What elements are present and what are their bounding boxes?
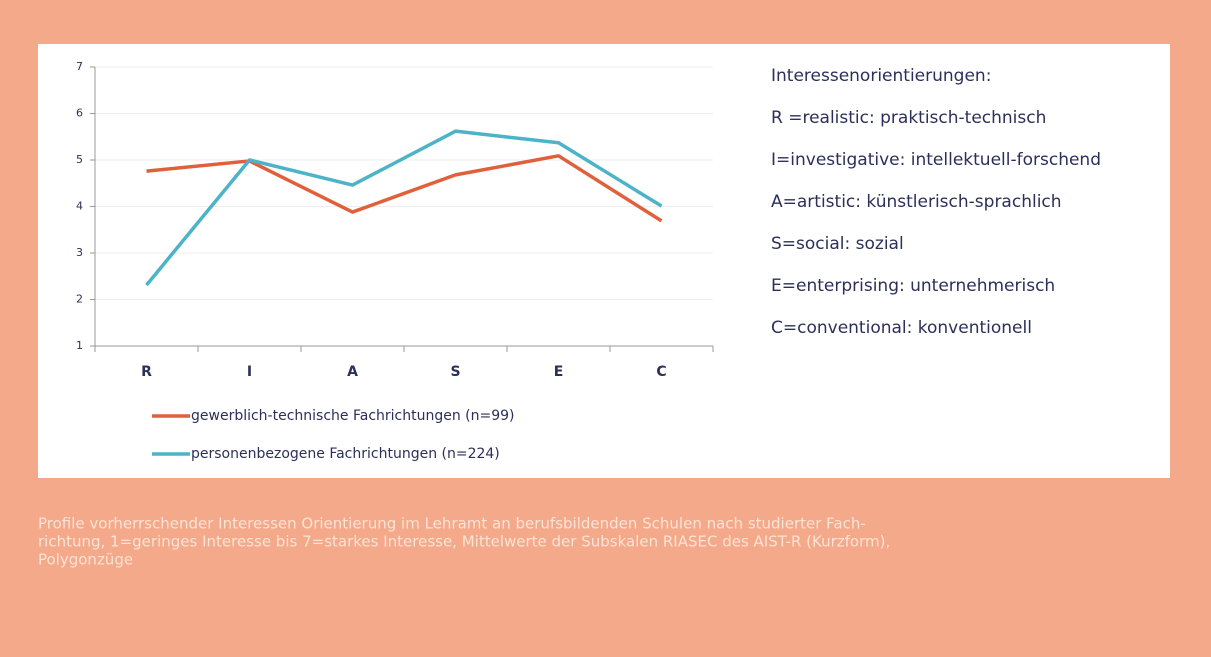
caption-line: Polygonzüge (38, 551, 133, 569)
key-item: R =realistic: praktisch-technisch (771, 108, 1046, 128)
x-tick-label: S (450, 364, 460, 380)
x-tick-label: A (347, 364, 358, 380)
x-tick-label: I (247, 364, 252, 380)
y-tick-label: 3 (76, 246, 83, 259)
legend-label: personenbezogene Fachrichtungen (n=224) (191, 446, 500, 462)
key-item: E=enterprising: unternehmerisch (771, 276, 1055, 296)
caption-line: Profile vorherrschender Interessen Orien… (38, 515, 866, 533)
panel (38, 44, 1170, 478)
x-tick-label: R (141, 364, 152, 380)
y-tick-label: 2 (76, 293, 83, 306)
key-item: I=investigative: intellektuell-forschend (771, 150, 1101, 170)
y-tick-label: 7 (76, 60, 83, 73)
y-tick-label: 1 (76, 339, 83, 352)
key-item: A=artistic: künstlerisch-sprachlich (771, 192, 1062, 212)
x-tick-label: C (656, 364, 666, 380)
caption-line: richtung, 1=geringes Interesse bis 7=sta… (38, 533, 890, 551)
legend-label: gewerblich-technische Fachrichtungen (n=… (191, 408, 515, 424)
x-tick-label: E (554, 364, 564, 380)
y-tick-label: 4 (76, 200, 83, 213)
y-tick-label: 6 (76, 107, 83, 120)
key-item: S=social: sozial (771, 234, 904, 254)
key-title: Interessenorientierungen: (771, 66, 991, 86)
series-line (146, 154, 663, 223)
key-item: C=conventional: konventionell (771, 318, 1032, 338)
series-line (145, 129, 663, 287)
y-tick-label: 5 (76, 153, 83, 166)
